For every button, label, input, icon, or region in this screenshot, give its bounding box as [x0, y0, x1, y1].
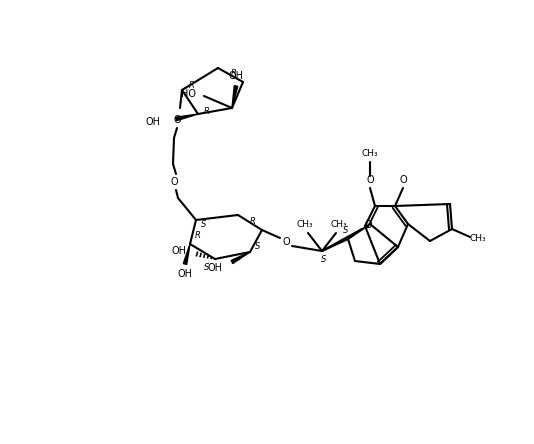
Text: CH₃: CH₃	[297, 221, 313, 230]
Text: OH: OH	[146, 117, 161, 127]
Text: R: R	[189, 80, 195, 90]
Polygon shape	[231, 252, 250, 264]
Text: R: R	[250, 218, 256, 226]
Polygon shape	[183, 244, 190, 265]
Text: S: S	[321, 254, 327, 263]
Text: O: O	[282, 237, 290, 247]
Text: O: O	[173, 115, 181, 125]
Text: S: S	[201, 221, 207, 230]
Text: S: S	[205, 262, 210, 271]
Text: R: R	[204, 107, 210, 116]
Text: O: O	[364, 220, 372, 230]
Text: CH₃: CH₃	[331, 221, 347, 230]
Text: R: R	[231, 70, 237, 79]
Text: CH₃: CH₃	[362, 150, 378, 159]
Text: R: R	[195, 231, 201, 241]
Text: OH: OH	[207, 263, 222, 273]
Text: OH: OH	[229, 71, 244, 81]
Text: OH: OH	[172, 246, 187, 256]
Text: OH: OH	[177, 269, 192, 279]
Text: O: O	[399, 175, 407, 185]
Text: O: O	[366, 175, 374, 185]
Polygon shape	[176, 114, 198, 121]
Text: S: S	[255, 242, 261, 251]
Polygon shape	[232, 86, 238, 108]
Text: HO: HO	[180, 89, 195, 99]
Text: O: O	[170, 177, 178, 187]
Text: CH₃: CH₃	[470, 234, 486, 243]
Text: S: S	[343, 226, 349, 235]
